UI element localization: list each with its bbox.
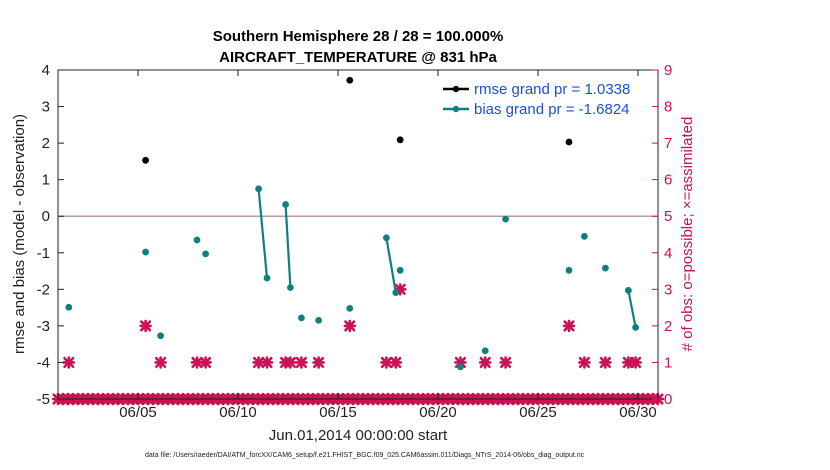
obs-marker bbox=[578, 356, 591, 369]
obs-marker bbox=[499, 356, 512, 369]
obs-marker bbox=[380, 356, 393, 369]
legend-rmse-label: rmse grand pr = 1.0338 bbox=[474, 81, 630, 98]
legend: rmse grand pr = 1.0338 bias grand pr = -… bbox=[443, 81, 630, 118]
x-tick-label: 06/20 bbox=[419, 404, 457, 421]
obs-marker bbox=[478, 356, 492, 369]
y-tick-label: -4 bbox=[37, 354, 50, 371]
legend-bias-label: bias grand pr = -1.6824 bbox=[474, 101, 630, 118]
obs-marker bbox=[190, 356, 204, 369]
rmse-point bbox=[142, 156, 150, 164]
bias-point bbox=[287, 284, 294, 291]
obs-marker bbox=[562, 319, 576, 333]
obs-marker bbox=[154, 356, 167, 369]
bias-point bbox=[396, 266, 404, 274]
bias-point bbox=[315, 317, 322, 324]
chart-title: Southern Hemisphere 28 / 28 = 100.000% bbox=[213, 28, 504, 45]
bias-point bbox=[346, 304, 354, 312]
y-right-tick-label: 6 bbox=[664, 172, 672, 189]
bias-point bbox=[157, 332, 165, 340]
obs-marker bbox=[599, 356, 612, 369]
y-tick-label: -1 bbox=[37, 245, 50, 262]
bias-point bbox=[392, 289, 400, 297]
obs-marker bbox=[260, 356, 274, 369]
y-right-tick-label: 9 bbox=[664, 62, 672, 79]
bias-point bbox=[581, 232, 588, 240]
bias-point bbox=[263, 274, 271, 282]
axis-ticks bbox=[58, 69, 658, 400]
bias-point bbox=[565, 266, 573, 274]
obs-marker bbox=[343, 319, 357, 333]
x-tick-label: 06/15 bbox=[319, 404, 357, 421]
y-axis-right-label: # of obs: o=possible; ×=assimilated bbox=[679, 117, 696, 352]
bias-point bbox=[481, 347, 489, 355]
right-tick-labels: 9 8 7 6 5 4 3 2 1 0 bbox=[664, 62, 672, 408]
y-tick-label: -3 bbox=[37, 318, 50, 335]
legend-rmse-marker bbox=[452, 85, 460, 93]
obs-marker bbox=[62, 356, 76, 369]
y-tick-label: 0 bbox=[42, 208, 50, 225]
x-tick-label: 06/30 bbox=[619, 404, 657, 421]
bias-point bbox=[632, 323, 639, 331]
x-tick-label: 06/10 bbox=[219, 404, 257, 421]
obs-marker bbox=[139, 319, 152, 333]
obs-marker bbox=[622, 356, 635, 369]
bias-point bbox=[255, 185, 262, 193]
y-right-tick-label: 7 bbox=[664, 135, 672, 152]
legend-bias-marker bbox=[452, 105, 460, 113]
obs-marker bbox=[454, 356, 467, 369]
y-tick-label: -5 bbox=[37, 391, 50, 408]
obs-marker bbox=[252, 356, 265, 369]
y-axis-label: rmse and bias (model - observation) bbox=[11, 114, 28, 354]
bias-point bbox=[383, 234, 390, 242]
y-right-tick-label: 0 bbox=[664, 391, 672, 408]
obs-marker bbox=[629, 356, 642, 369]
y-tick-label: 1 bbox=[42, 172, 50, 189]
bias-line bbox=[257, 188, 269, 279]
x-tick-label: 06/25 bbox=[519, 404, 557, 421]
bias-point bbox=[625, 287, 632, 294]
bias-point bbox=[602, 264, 609, 272]
footer-data-file: data file: /Users/raeder/DAI/ATM_forcXX/… bbox=[145, 452, 585, 459]
y-right-tick-label: 8 bbox=[664, 99, 672, 116]
y-right-tick-label: 4 bbox=[664, 245, 672, 262]
obs-marker bbox=[199, 356, 212, 369]
y-tick-label: 2 bbox=[42, 135, 50, 152]
bias-line bbox=[284, 204, 292, 288]
bias-point bbox=[502, 215, 509, 223]
y-right-tick-label: 3 bbox=[664, 281, 672, 298]
obs-marker bbox=[393, 283, 407, 296]
rmse-point bbox=[346, 76, 354, 84]
y-right-tick-label: 2 bbox=[664, 318, 672, 335]
y-right-tick-label: 5 bbox=[664, 208, 672, 225]
bias-point bbox=[282, 201, 289, 208]
plot-frame bbox=[57, 69, 659, 400]
y-tick-label: 3 bbox=[42, 99, 50, 116]
y-right-tick-label: 1 bbox=[664, 354, 672, 371]
bias-point bbox=[142, 248, 150, 256]
obs-marker bbox=[312, 356, 325, 369]
x-axis-label: Jun.01,2014 00:00:00 start bbox=[269, 427, 448, 444]
bias-point bbox=[65, 303, 73, 311]
y-tick-label: -2 bbox=[37, 281, 50, 298]
bias-point bbox=[298, 314, 305, 322]
bias-point bbox=[202, 250, 210, 258]
x-tick-labels: 06/05 06/10 06/15 06/20 06/25 06/30 bbox=[119, 404, 657, 421]
x-tick-label: 06/05 bbox=[119, 404, 157, 421]
obs-marker bbox=[295, 356, 308, 369]
rmse-point bbox=[396, 136, 404, 144]
rmse-point bbox=[565, 138, 573, 146]
left-tick-labels: 4 3 2 1 0 -1 -2 -3 -4 -5 bbox=[37, 62, 50, 408]
obs-marker bbox=[284, 356, 297, 369]
obs-marker bbox=[389, 356, 403, 369]
bias-line bbox=[385, 237, 397, 293]
bias-point bbox=[457, 363, 464, 371]
y-tick-label: 4 bbox=[42, 62, 50, 79]
bias-line bbox=[627, 290, 637, 328]
bias-point bbox=[193, 236, 201, 244]
series-layer bbox=[65, 76, 639, 371]
chart-subtitle: AIRCRAFT_TEMPERATURE @ 831 hPa bbox=[219, 49, 497, 66]
